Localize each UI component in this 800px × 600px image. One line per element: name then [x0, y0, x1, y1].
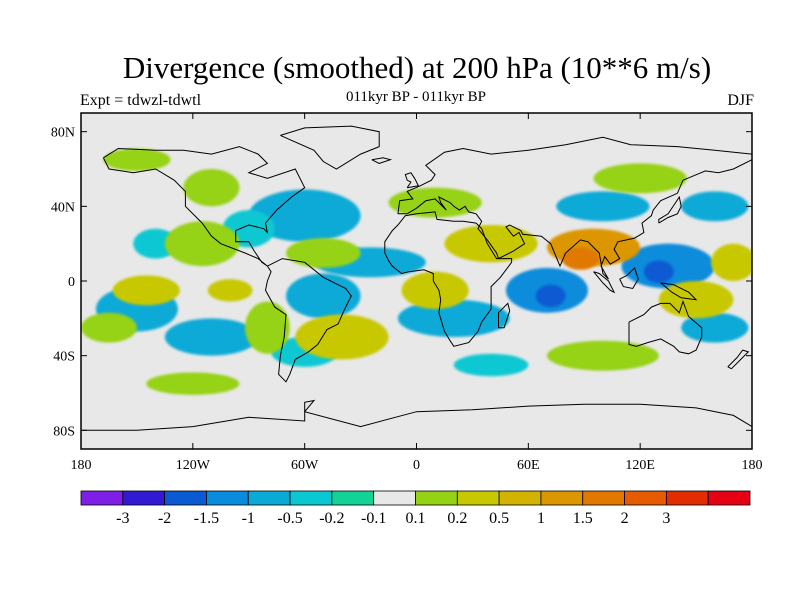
coastline-north-america: [102, 146, 306, 267]
colorbar-label: 1.5: [573, 510, 593, 527]
field-blob-3: [286, 273, 361, 319]
colorbar-label: 0.5: [489, 510, 509, 527]
colorbar-label: 0.2: [447, 510, 467, 527]
colorbar-label: -1: [242, 510, 255, 527]
field-blob-12: [556, 191, 650, 222]
field-blob-27: [401, 271, 469, 310]
field-blob-17: [103, 148, 171, 171]
y-tick-label: 40S: [53, 350, 75, 365]
field-blob-24: [286, 238, 361, 268]
colorbar-swatch: [665, 490, 709, 506]
colorbar-swatch: [206, 490, 249, 506]
field-blob-34: [711, 243, 752, 281]
x-tick-label: 60W: [291, 458, 319, 473]
field-blob-33: [146, 372, 240, 395]
field-blob-23: [295, 314, 389, 360]
colorbar-label: -3: [116, 510, 129, 527]
coastline-africa: [384, 211, 513, 347]
field-blob-29: [561, 247, 600, 270]
colorbar-label: 1: [537, 510, 545, 527]
colorbar-swatch: [164, 490, 207, 506]
field-blob-16: [453, 353, 529, 377]
experiment-label: Expt = tdwzl-tdwtl: [80, 92, 202, 109]
colorbar-label: -0.5: [277, 510, 302, 527]
field-blob-25: [388, 187, 482, 218]
coastline-south-america: [264, 258, 352, 383]
coastlines: [81, 125, 752, 431]
y-tick-label: 80S: [53, 424, 75, 439]
field-blob-9: [535, 284, 566, 308]
field-blob-26: [444, 225, 538, 263]
field-blob-21: [81, 312, 137, 343]
colorbar-swatch: [331, 490, 375, 506]
colorbar-swatch: [624, 490, 667, 506]
y-tick-label: 40N: [51, 200, 75, 215]
coastline-borneo: [619, 266, 639, 290]
field-blob-5: [164, 318, 259, 356]
field-blob-22: [245, 301, 290, 354]
coastline-eurasia: [397, 136, 752, 280]
colorbar-label: 0.1: [406, 510, 426, 527]
colorbar-label: -0.2: [319, 510, 344, 527]
coastline-japan: [658, 195, 682, 224]
x-tick-label: 0: [413, 458, 420, 473]
chart-title: Divergence (smoothed) at 200 hPa (10**6 …: [122, 50, 712, 85]
colorbar-label: 3: [662, 510, 670, 527]
x-tick-label: 180: [742, 458, 763, 473]
colorbar-swatch: [707, 490, 751, 506]
coastline-new-zealand: [727, 349, 750, 370]
coastline-australia: [628, 299, 703, 355]
x-tick-label: 180: [71, 458, 92, 473]
colorbar-swatch: [80, 490, 124, 506]
field-blob-35: [207, 279, 253, 302]
colorbar-swatch: [415, 490, 458, 506]
field-blob-13: [681, 191, 749, 222]
field-blob-19: [164, 221, 240, 267]
colorbar: -3 -2 -1.5 -1 -0.5 -0.2 -0.1 0.1 0.2 0.5 1 1.5 2 3: [80, 490, 751, 527]
colorbar-swatch: [456, 490, 500, 506]
colorbar-label: 2: [621, 510, 629, 527]
coastline-madagascar: [498, 302, 511, 329]
field-blob-32: [546, 340, 659, 371]
coastline-british-isles: [404, 172, 420, 189]
field-blob-0: [248, 189, 361, 242]
coastline-greenland: [280, 125, 380, 170]
field-blob-7: [397, 299, 510, 338]
colorbar-swatch: [373, 490, 416, 506]
coastline-sumatra: [593, 271, 616, 294]
field-blob-15: [133, 228, 178, 259]
colorbar-swatch: [289, 490, 333, 506]
colorbar-swatch: [122, 490, 166, 506]
coastline-iceland: [371, 157, 393, 164]
field-blob-20: [112, 275, 180, 306]
field-blob-30: [593, 163, 687, 194]
colorbar-swatch: [582, 490, 625, 506]
y-tick-label: 0: [68, 275, 75, 290]
colorbar-swatch: [540, 490, 584, 506]
colorbar-label: -2: [158, 510, 171, 527]
axis-ticks: 180 120W 60W 0 60E 120E 180 80N 40N 0 40S 80S: [51, 113, 763, 473]
season-label: DJF: [727, 92, 754, 109]
coastline-antarctica: [81, 399, 752, 431]
y-tick-label: 80N: [51, 126, 75, 141]
chart-subtitle: 011kyr BP - 011kyr BP: [345, 89, 486, 105]
colorbar-label: -0.1: [361, 510, 386, 527]
colorbar-label: -1.5: [194, 510, 219, 527]
x-tick-label: 60E: [517, 458, 540, 473]
x-tick-label: 120W: [176, 458, 211, 473]
x-tick-label: 120E: [625, 458, 655, 473]
field-blob-18: [183, 169, 240, 207]
colorbar-swatch: [498, 490, 542, 506]
colorbar-swatch: [247, 490, 291, 506]
coastline-new-guinea: [660, 282, 698, 301]
field-blob-14: [681, 312, 749, 343]
field-blob-11: [643, 260, 674, 283]
